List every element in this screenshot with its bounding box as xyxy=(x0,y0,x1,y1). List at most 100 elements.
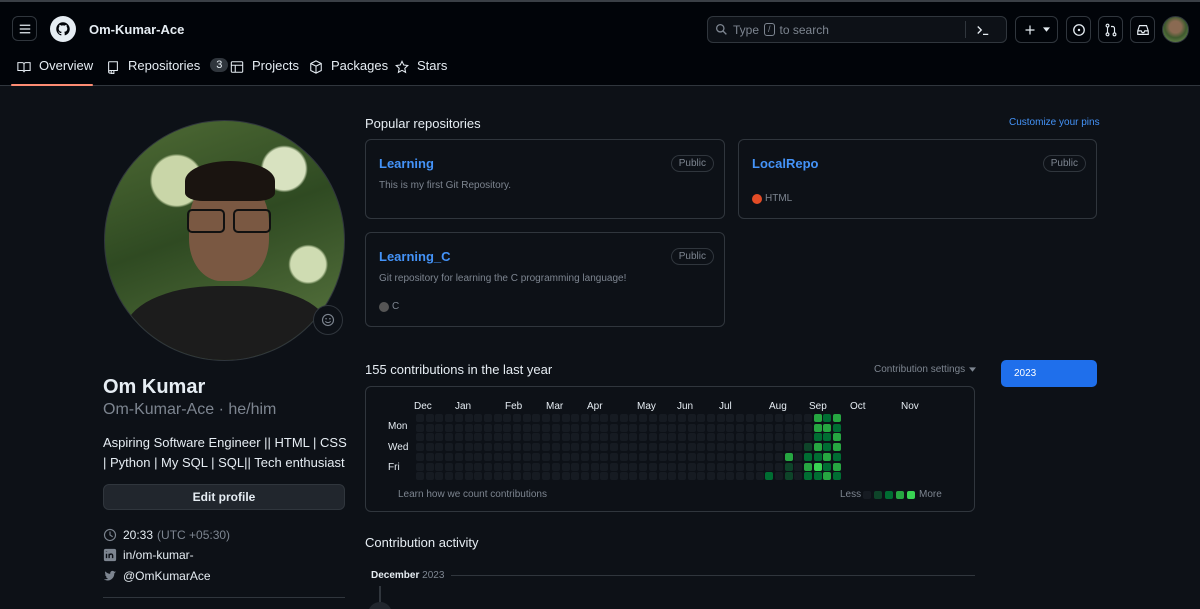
contribution-day-cell[interactable] xyxy=(765,443,774,452)
contribution-day-cell[interactable] xyxy=(493,472,502,481)
contribution-day-cell[interactable] xyxy=(784,472,793,481)
contribution-day-cell[interactable] xyxy=(745,423,754,432)
tab-repositories[interactable]: Repositories 3 xyxy=(106,58,229,88)
contribution-day-cell[interactable] xyxy=(677,423,686,432)
contribution-day-cell[interactable] xyxy=(774,462,783,471)
contribution-day-cell[interactable] xyxy=(600,433,609,442)
contribution-day-cell[interactable] xyxy=(716,452,725,461)
contribution-day-cell[interactable] xyxy=(571,472,580,481)
contribution-day-cell[interactable] xyxy=(532,472,541,481)
contribution-day-cell[interactable] xyxy=(726,472,735,481)
contribution-day-cell[interactable] xyxy=(483,423,492,432)
twitter-handle[interactable]: @OmKumarAce xyxy=(123,569,211,583)
contribution-day-cell[interactable] xyxy=(445,452,454,461)
contribution-day-cell[interactable] xyxy=(454,414,463,422)
contribution-day-cell[interactable] xyxy=(774,414,783,422)
contribution-day-cell[interactable] xyxy=(774,433,783,442)
contribution-day-cell[interactable] xyxy=(774,423,783,432)
contribution-day-cell[interactable] xyxy=(668,472,677,481)
contribution-day-cell[interactable] xyxy=(474,472,483,481)
contribution-day-cell[interactable] xyxy=(483,472,492,481)
contribution-day-cell[interactable] xyxy=(600,423,609,432)
contribution-day-cell[interactable] xyxy=(445,462,454,471)
contribution-day-cell[interactable] xyxy=(425,462,434,471)
contribution-day-cell[interactable] xyxy=(445,414,454,422)
contribution-day-cell[interactable] xyxy=(804,462,812,471)
contribution-day-cell[interactable] xyxy=(474,443,483,452)
contribution-day-cell[interactable] xyxy=(522,414,531,422)
contribution-day-cell[interactable] xyxy=(687,414,696,422)
contribution-day-cell[interactable] xyxy=(833,443,842,452)
contribution-day-cell[interactable] xyxy=(590,433,599,442)
contribution-day-cell[interactable] xyxy=(813,423,822,432)
contribution-day-cell[interactable] xyxy=(600,472,609,481)
contribution-day-cell[interactable] xyxy=(425,414,434,422)
contribution-day-cell[interactable] xyxy=(658,423,667,432)
contribution-day-cell[interactable] xyxy=(600,443,609,452)
contribution-day-cell[interactable] xyxy=(454,433,463,442)
contribution-day-cell[interactable] xyxy=(784,462,793,471)
contribution-day-cell[interactable] xyxy=(774,452,783,461)
contribution-day-cell[interactable] xyxy=(745,452,754,461)
contribution-day-cell[interactable] xyxy=(610,443,618,452)
contribution-day-cell[interactable] xyxy=(765,452,774,461)
contribution-day-cell[interactable] xyxy=(571,462,580,471)
contribution-day-cell[interactable] xyxy=(600,452,609,461)
contribution-day-cell[interactable] xyxy=(561,462,570,471)
contribution-day-cell[interactable] xyxy=(813,462,822,471)
contribution-day-cell[interactable] xyxy=(522,472,531,481)
contribution-day-cell[interactable] xyxy=(464,433,473,442)
contribution-day-cell[interactable] xyxy=(503,462,512,471)
contribution-day-cell[interactable] xyxy=(610,452,618,461)
contribution-day-cell[interactable] xyxy=(716,433,725,442)
contribution-day-cell[interactable] xyxy=(416,423,424,432)
contribution-day-cell[interactable] xyxy=(513,452,521,461)
contribution-day-cell[interactable] xyxy=(590,452,599,461)
contribution-day-cell[interactable] xyxy=(435,443,444,452)
contribution-day-cell[interactable] xyxy=(571,433,580,442)
contribution-day-cell[interactable] xyxy=(823,472,832,481)
contribution-day-cell[interactable] xyxy=(503,443,512,452)
contribution-day-cell[interactable] xyxy=(639,472,648,481)
contribution-day-cell[interactable] xyxy=(416,433,424,442)
contribution-day-cell[interactable] xyxy=(445,433,454,442)
contribution-day-cell[interactable] xyxy=(532,433,541,442)
contribution-day-cell[interactable] xyxy=(445,472,454,481)
contribution-day-cell[interactable] xyxy=(677,452,686,461)
contribution-day-cell[interactable] xyxy=(425,423,434,432)
contribution-day-cell[interactable] xyxy=(794,433,803,442)
contribution-day-cell[interactable] xyxy=(416,452,424,461)
contribution-day-cell[interactable] xyxy=(561,452,570,461)
contribution-day-cell[interactable] xyxy=(542,452,551,461)
contribution-day-cell[interactable] xyxy=(784,433,793,442)
contribution-day-cell[interactable] xyxy=(794,462,803,471)
contribution-day-cell[interactable] xyxy=(804,452,812,461)
inbox-button[interactable] xyxy=(1130,16,1155,43)
contribution-day-cell[interactable] xyxy=(513,472,521,481)
contribution-day-cell[interactable] xyxy=(416,414,424,422)
contribution-day-cell[interactable] xyxy=(726,443,735,452)
linkedin-handle[interactable]: in/om-kumar- xyxy=(123,548,194,562)
contribution-day-cell[interactable] xyxy=(580,472,589,481)
contribution-day-cell[interactable] xyxy=(416,443,424,452)
contribution-day-cell[interactable] xyxy=(590,472,599,481)
issues-button[interactable] xyxy=(1066,16,1091,43)
contribution-day-cell[interactable] xyxy=(658,472,667,481)
contribution-day-cell[interactable] xyxy=(813,472,822,481)
contribution-day-cell[interactable] xyxy=(435,472,444,481)
contribution-day-cell[interactable] xyxy=(464,452,473,461)
contribution-day-cell[interactable] xyxy=(522,452,531,461)
contribution-day-cell[interactable] xyxy=(425,433,434,442)
github-logo-icon[interactable] xyxy=(50,16,76,42)
contribution-day-cell[interactable] xyxy=(707,452,715,461)
contribution-day-cell[interactable] xyxy=(736,423,745,432)
contribution-day-cell[interactable] xyxy=(425,452,434,461)
contribution-day-cell[interactable] xyxy=(590,462,599,471)
contribution-day-cell[interactable] xyxy=(532,443,541,452)
contribution-day-cell[interactable] xyxy=(532,414,541,422)
contribution-day-cell[interactable] xyxy=(483,462,492,471)
contribution-day-cell[interactable] xyxy=(716,414,725,422)
contribution-day-cell[interactable] xyxy=(629,452,638,461)
contribution-day-cell[interactable] xyxy=(522,423,531,432)
contribution-day-cell[interactable] xyxy=(736,433,745,442)
